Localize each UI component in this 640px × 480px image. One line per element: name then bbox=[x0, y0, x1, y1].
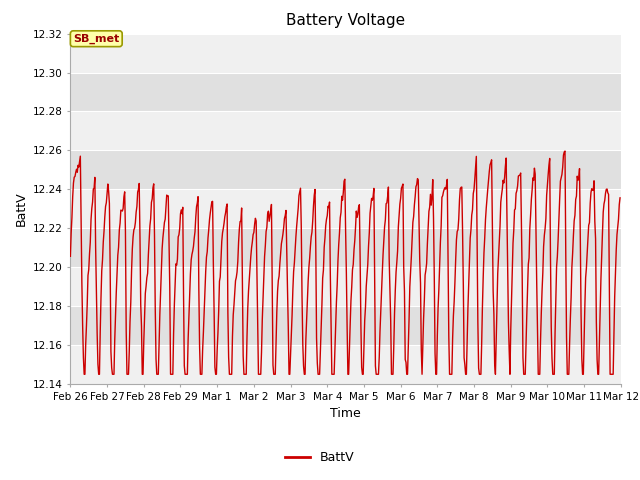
Bar bbox=[70, 189, 621, 228]
Text: SB_met: SB_met bbox=[73, 34, 120, 44]
Title: Battery Voltage: Battery Voltage bbox=[286, 13, 405, 28]
Bar bbox=[70, 72, 621, 111]
Bar bbox=[70, 34, 621, 72]
Bar bbox=[70, 111, 621, 150]
X-axis label: Time: Time bbox=[330, 407, 361, 420]
Bar bbox=[70, 306, 621, 345]
Legend: BattV: BattV bbox=[280, 446, 360, 469]
Bar bbox=[70, 150, 621, 189]
Bar bbox=[70, 228, 621, 267]
Bar bbox=[70, 345, 621, 384]
Bar bbox=[70, 267, 621, 306]
Y-axis label: BattV: BattV bbox=[14, 192, 28, 226]
